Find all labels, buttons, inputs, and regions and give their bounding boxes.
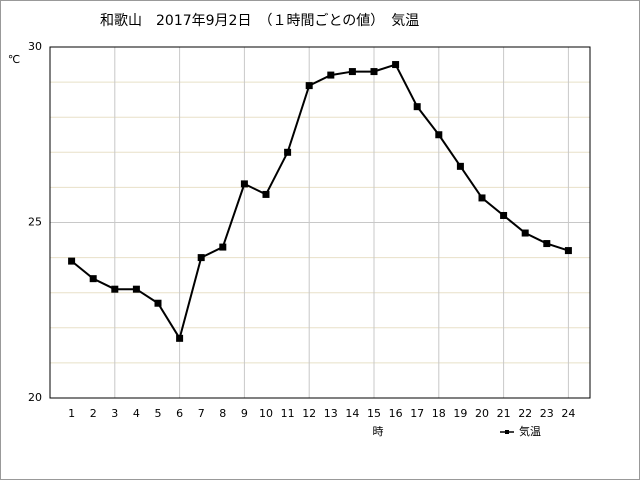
x-tick-label: 16 bbox=[389, 407, 403, 420]
marker bbox=[370, 68, 378, 76]
x-axis-label: 時 bbox=[373, 425, 384, 438]
x-tick-label: 23 bbox=[540, 407, 554, 420]
y-tick-label: 30 bbox=[28, 40, 42, 53]
marker bbox=[478, 194, 486, 202]
y-axis-label: ℃ bbox=[8, 53, 20, 66]
x-tick-label: 19 bbox=[453, 407, 467, 420]
x-tick-label: 17 bbox=[410, 407, 424, 420]
x-tick-label: 9 bbox=[241, 407, 248, 420]
x-tick-label: 7 bbox=[198, 407, 205, 420]
marker bbox=[456, 162, 464, 170]
marker bbox=[500, 211, 508, 219]
line bbox=[70, 63, 569, 341]
x-tick-label: 1 bbox=[68, 407, 75, 420]
marker bbox=[435, 131, 443, 139]
y-tick-label: 20 bbox=[28, 391, 42, 404]
plot-area bbox=[49, 46, 591, 399]
x-tick-label: 3 bbox=[111, 407, 118, 420]
x-tick-label: 10 bbox=[259, 407, 273, 420]
marker bbox=[154, 299, 162, 307]
x-tick-label: 6 bbox=[176, 407, 183, 420]
x-tick-label: 8 bbox=[219, 407, 226, 420]
x-tick-label: 22 bbox=[518, 407, 532, 420]
marker bbox=[132, 285, 140, 293]
marker bbox=[521, 229, 529, 237]
marker bbox=[305, 82, 313, 90]
x-tick-label: 20 bbox=[475, 407, 489, 420]
x-tick-label: 13 bbox=[324, 407, 338, 420]
x-tick-label: 2 bbox=[90, 407, 97, 420]
x-tick-label: 24 bbox=[561, 407, 575, 420]
chart-title: 和歌山 2017年9月2日 （１時間ごとの値） 気温 bbox=[100, 13, 419, 29]
marker bbox=[262, 190, 270, 198]
marker bbox=[413, 103, 421, 111]
legend-marker bbox=[505, 430, 509, 434]
marker bbox=[543, 240, 551, 248]
x-tick-label: 4 bbox=[133, 407, 140, 420]
marker bbox=[176, 334, 184, 342]
y-tick-label: 25 bbox=[28, 216, 42, 229]
marker bbox=[240, 180, 248, 188]
x-tick-label: 18 bbox=[432, 407, 446, 420]
x-tick-label: 14 bbox=[345, 407, 359, 420]
marker bbox=[89, 275, 97, 283]
x-tick-label: 15 bbox=[367, 407, 381, 420]
marker bbox=[564, 247, 572, 255]
marker bbox=[284, 148, 292, 156]
x-tick-label: 21 bbox=[497, 407, 511, 420]
x-tick-label: 5 bbox=[155, 407, 162, 420]
marker bbox=[219, 243, 227, 251]
marker bbox=[327, 71, 335, 79]
marker bbox=[68, 257, 76, 265]
marker bbox=[197, 254, 205, 262]
marker bbox=[111, 285, 119, 293]
x-tick-label: 11 bbox=[281, 407, 295, 420]
marker bbox=[392, 61, 400, 69]
x-tick-label: 12 bbox=[302, 407, 316, 420]
legend-label: 気温 bbox=[519, 424, 541, 438]
marker bbox=[348, 68, 356, 76]
